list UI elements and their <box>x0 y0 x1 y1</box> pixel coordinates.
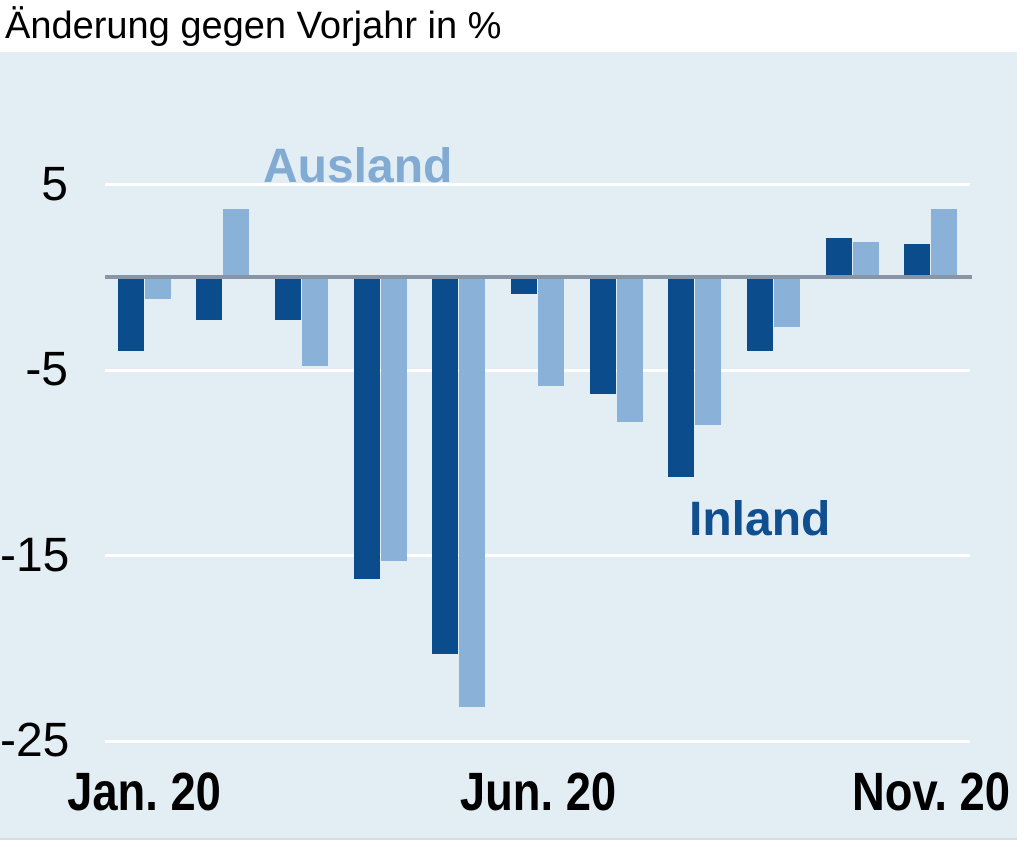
bar-ausland-0 <box>145 277 171 299</box>
series-label-ausland: Ausland <box>263 140 453 193</box>
x-tick-label-2: Nov. 20 <box>852 762 1010 822</box>
zero-axis-line <box>105 275 972 279</box>
plot-area <box>0 52 1017 840</box>
bar-inland-7 <box>668 277 694 477</box>
x-tick-label-1: Jun. 20 <box>459 762 617 822</box>
y-tick-label-5: 5 <box>41 158 68 211</box>
y-tick-label--5: -5 <box>25 343 68 396</box>
bar-inland-3 <box>354 277 380 579</box>
gridline-5 <box>105 183 970 186</box>
x-tick-label-0: Jan. 20 <box>67 762 221 822</box>
bar-ausland-1 <box>223 209 249 278</box>
chart-title: Änderung gegen Vorjahr in % <box>5 5 502 47</box>
gridline--5 <box>105 369 970 372</box>
bar-ausland-10 <box>931 209 957 278</box>
bar-ausland-3 <box>381 277 407 561</box>
bar-inland-1 <box>196 277 222 320</box>
y-tick-label--25: -25 <box>0 714 70 767</box>
y-tick-label--15: -15 <box>0 529 70 582</box>
bar-inland-4 <box>432 277 458 654</box>
bar-inland-8 <box>747 277 773 351</box>
bar-ausland-6 <box>617 277 643 422</box>
series-label-inland: Inland <box>689 493 831 546</box>
bar-ausland-5 <box>538 277 564 386</box>
bar-ausland-2 <box>302 277 328 366</box>
bar-ausland-4 <box>459 277 485 707</box>
bar-ausland-7 <box>695 277 721 425</box>
gridline--15 <box>105 554 970 557</box>
bar-inland-0 <box>118 277 144 351</box>
gridline--25 <box>105 740 970 743</box>
bar-ausland-8 <box>774 277 800 327</box>
bar-inland-5 <box>511 277 537 294</box>
bar-inland-10 <box>904 244 930 277</box>
bar-ausland-9 <box>853 242 879 277</box>
bar-inland-9 <box>826 238 852 277</box>
bar-inland-6 <box>590 277 616 394</box>
bar-inland-2 <box>275 277 301 320</box>
